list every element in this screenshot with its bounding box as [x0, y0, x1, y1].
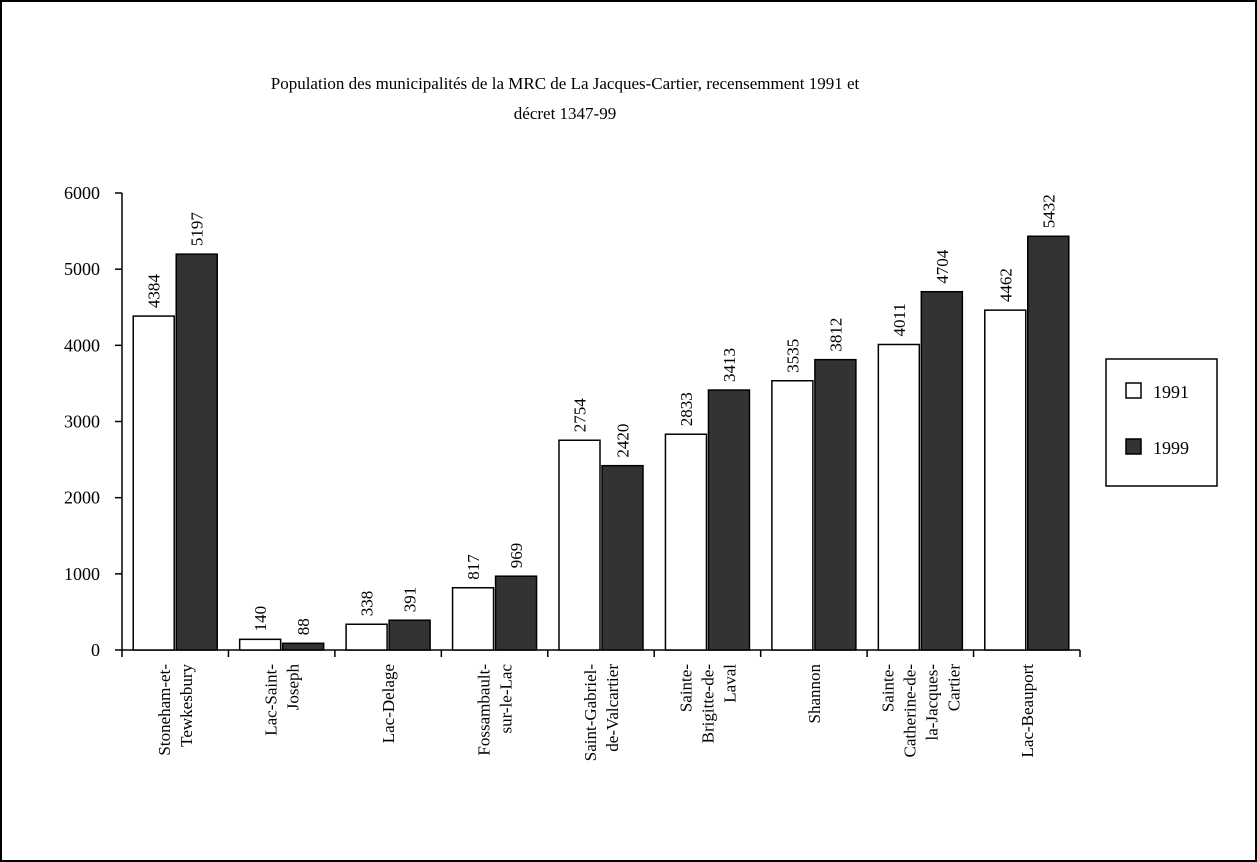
- category-label: Laval: [720, 664, 739, 703]
- category-label: Tewkesbury: [177, 664, 196, 747]
- bar-1999: [707, 389, 751, 651]
- data-label-1991: 817: [464, 554, 483, 580]
- category-label: Sainte-: [676, 664, 695, 712]
- bar-1999: [601, 464, 644, 651]
- data-label-1999: 4704: [933, 249, 952, 284]
- bar-1991: [664, 433, 708, 651]
- data-label-1999: 391: [401, 587, 420, 613]
- data-label-1999: 3812: [826, 318, 845, 352]
- data-label-1991: 4462: [996, 268, 1015, 302]
- y-tick-label: 3000: [64, 412, 100, 432]
- bar-1991: [238, 638, 282, 651]
- y-tick-label: 6000: [64, 183, 100, 203]
- bar-1991: [771, 380, 814, 651]
- bar-1999: [281, 642, 325, 651]
- bar-1999: [494, 575, 538, 651]
- bar-1991: [984, 309, 1027, 651]
- data-label-1991: 4011: [890, 303, 909, 336]
- y-tick-label: 2000: [64, 488, 100, 508]
- category-label: Cartier: [944, 664, 963, 712]
- data-label-1999: 2420: [614, 424, 633, 458]
- data-label-1991: 4384: [145, 274, 164, 309]
- category-label: Joseph: [284, 664, 303, 711]
- data-label-1999: 5432: [1039, 194, 1058, 228]
- data-label-1999: 3413: [720, 348, 739, 382]
- category-label: Lac-Delage: [379, 664, 398, 743]
- legend-label-1999: 1999: [1153, 438, 1189, 458]
- bar-1991: [877, 343, 921, 651]
- category-label: Shannon: [805, 664, 824, 724]
- bar-1991: [132, 315, 175, 651]
- bar-1999: [1027, 235, 1070, 651]
- y-tick-label: 5000: [64, 259, 100, 279]
- category-label: Fossambault-: [475, 664, 494, 756]
- category-label: Catherine-de-: [900, 664, 919, 758]
- y-tick-label: 0: [91, 640, 100, 660]
- legend-label-1991: 1991: [1153, 382, 1189, 402]
- category-label: la-Jacques-: [922, 664, 941, 741]
- y-tick-label: 1000: [64, 564, 100, 584]
- bar-1991: [345, 623, 388, 651]
- bar-1999: [814, 358, 857, 651]
- category-label: Stoneham-et-: [155, 664, 174, 756]
- bar-1999: [920, 290, 964, 651]
- category-label: Lac-Saint-: [262, 664, 281, 736]
- data-label-1991: 3535: [783, 339, 802, 373]
- bar-1991: [451, 587, 495, 651]
- category-label: Saint-Gabriel-: [581, 664, 600, 762]
- legend-box: [1105, 358, 1218, 487]
- chart-subtitle: décret 1347-99: [514, 104, 616, 123]
- bar-1991: [558, 439, 601, 651]
- data-label-1999: 88: [294, 618, 313, 635]
- data-label-1991: 140: [251, 606, 270, 632]
- bar-1999: [175, 253, 218, 651]
- chart-title: Population des municipalités de la MRC d…: [271, 74, 860, 93]
- y-tick-label: 4000: [64, 335, 100, 355]
- category-label: Sainte-: [878, 664, 897, 712]
- category-label: sur-le-Lac: [497, 664, 516, 734]
- legend-swatch-1991: [1125, 382, 1142, 399]
- legend-swatch-1999: [1125, 438, 1142, 455]
- category-label: de-Valcartier: [603, 664, 622, 752]
- data-label-1999: 969: [507, 543, 526, 569]
- data-label-1999: 5197: [188, 212, 207, 247]
- data-label-1991: 338: [358, 591, 377, 617]
- data-label-1991: 2754: [571, 398, 590, 433]
- category-label: Brigitte-de-: [698, 664, 717, 744]
- category-label: Lac-Beauport: [1018, 664, 1037, 758]
- bar-1999: [388, 619, 431, 651]
- data-label-1991: 2833: [677, 392, 696, 426]
